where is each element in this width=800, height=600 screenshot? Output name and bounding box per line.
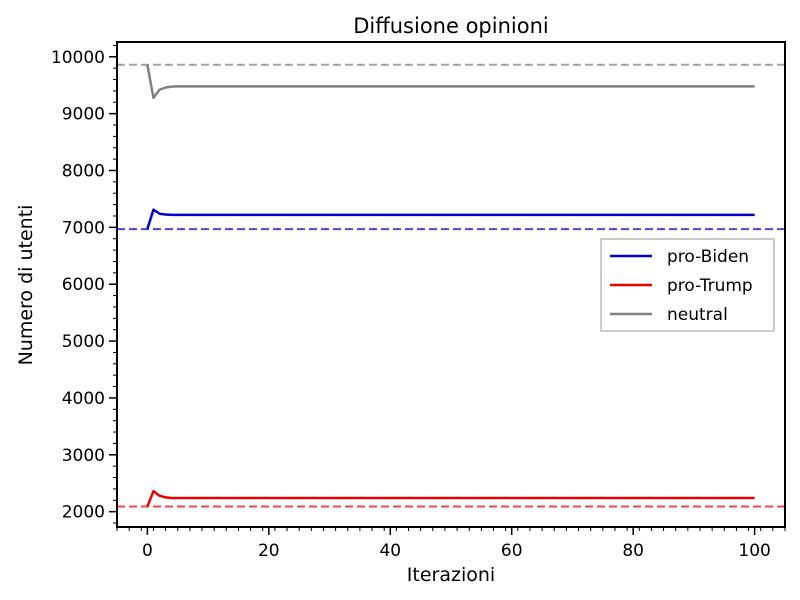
y-axis-label: Numero di utenti [15,205,37,366]
x-axis: 0 20 40 60 80 100 [116,527,786,561]
series-line-pro-trump [146,489,755,507]
series-line-neutral [146,64,755,99]
y-tick-label: 10000 [51,48,105,68]
x-tick-label: 100 [738,541,770,561]
legend-label: pro-Biden [667,247,749,267]
legend-label: neutral [667,305,728,325]
legend-label: pro-Trump [667,276,753,296]
y-tick-label: 2000 [62,503,105,523]
x-tick-label: 80 [622,541,644,561]
x-tick-label: 40 [379,541,401,561]
legend: pro-Biden pro-Trump neutral [600,238,775,332]
y-tick-label: 8000 [62,161,105,181]
y-tick-label: 9000 [62,105,105,125]
plot-frame [116,41,786,528]
series-line-pro-biden [146,208,755,230]
y-tick-label: 5000 [62,332,105,352]
y-tick-label: 3000 [62,446,105,466]
data-series [146,64,755,507]
x-tick-label: 60 [501,541,523,561]
x-tick-label: 20 [258,541,280,561]
y-axis: 2000 3000 4000 5000 6000 7000 8000 9000 10000 [51,44,117,524]
y-tick-label: 4000 [62,389,105,409]
chart-title: Diffusione opinioni [353,14,548,38]
y-tick-label: 6000 [62,275,105,295]
reference-lines [117,63,785,508]
y-tick-label: 7000 [62,218,105,238]
x-axis-label: Iterazioni [407,564,495,586]
x-tick-label: 0 [142,541,153,561]
